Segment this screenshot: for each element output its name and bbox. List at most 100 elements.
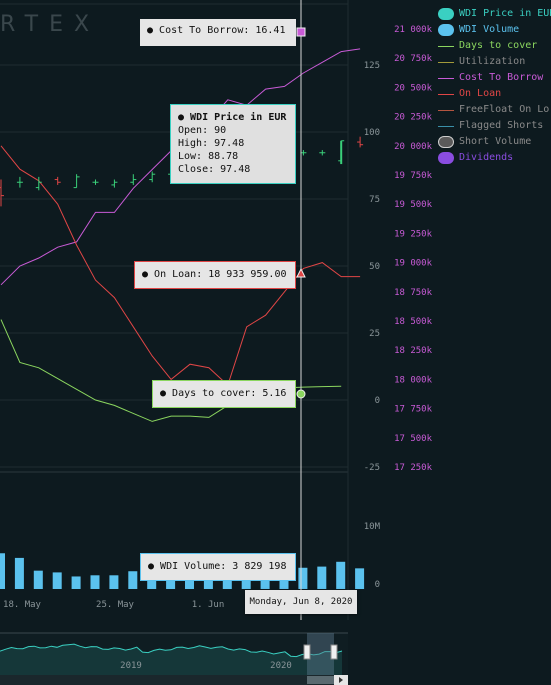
legend-item-flagged-shorts[interactable]: Flagged Shorts (438, 118, 551, 134)
navigator-window (307, 633, 334, 675)
volume-axis-tick-label: 0 (375, 580, 380, 590)
marker-days-to-cover (296, 389, 306, 399)
tooltip-cost-to-borrow-text: Cost To Borrow: 16.41 (159, 25, 286, 36)
left-axis-tick-label: 100 (364, 128, 380, 138)
legend-item-wdi-price-in-eur[interactable]: WDI Price in EUR (438, 6, 551, 22)
tooltip-on-loan: ● On Loan: 18 933 959.00 (134, 261, 296, 289)
legend-swatch-icon (438, 110, 454, 111)
x-axis-tick-label: 1. Jun (192, 600, 225, 610)
marker-cost-to-borrow (296, 27, 306, 37)
tooltip-bullet-icon: ● (178, 112, 191, 123)
volume-bar (298, 567, 308, 589)
marker-on-loan (296, 267, 306, 278)
legend-swatch-icon (438, 46, 454, 47)
left-axis-tick-label: 0 (375, 396, 380, 406)
tooltip-date: Monday, Jun 8, 2020 (245, 590, 357, 614)
volume-bar (71, 576, 81, 589)
right-axis-tick-label: 19 250k (394, 229, 433, 239)
legend-swatch-icon (438, 24, 454, 36)
tooltip-days-to-cover: ● Days to cover: 5.16 (152, 380, 296, 408)
right-axis-tick-label: 17 500k (394, 434, 433, 444)
right-axis-tick-label: 18 250k (394, 346, 433, 356)
legend-item-freefloat-on-lo[interactable]: FreeFloat On Lo (438, 102, 551, 118)
legend-label: Days to cover (459, 40, 538, 51)
navigator-area (0, 644, 342, 675)
legend: WDI Price in EUR WDI Volume Days to cover U… (438, 6, 551, 166)
right-axis-tick-label: 20 750k (394, 54, 433, 64)
right-axis-tick-label: 18 500k (394, 317, 433, 327)
legend-label: Utilization (459, 56, 526, 67)
legend-swatch-icon (438, 126, 454, 127)
legend-item-dividends[interactable]: Dividends (438, 150, 551, 166)
navigator-background (0, 633, 348, 675)
scrollbar-arrow-glyph-icon (339, 677, 343, 683)
scrollbar-thumb (307, 676, 334, 684)
right-axis-tick-label: 20 000k (394, 142, 433, 152)
legend-item-short-volume[interactable]: Short Volume (438, 134, 551, 150)
volume-bar (14, 557, 24, 589)
legend-label: Flagged Shorts (459, 120, 544, 131)
x-axis-tick-label: 25. May (96, 600, 135, 610)
navigator-line (0, 643, 343, 658)
volume-bar (128, 571, 138, 589)
right-axis-tick-label: 20 500k (394, 83, 433, 93)
legend-label: FreeFloat On Lo (459, 104, 550, 115)
legend-swatch-icon (438, 94, 454, 95)
volume-bar (336, 561, 346, 589)
tooltip-volume: ● WDI Volume: 3 829 198 (140, 553, 296, 581)
legend-label: WDI Volume (459, 24, 520, 35)
tooltip-days-to-cover-text: Days to cover: 5.16 (172, 388, 287, 399)
x-axis-tick-label: 18. May (3, 600, 42, 610)
left-axis-tick-label: 50 (369, 262, 380, 272)
navigator-tick-label: 2019 (120, 661, 142, 671)
volume-bar (90, 575, 100, 589)
right-axis-tick-label: 17 750k (394, 405, 433, 415)
legend-swatch-icon (438, 78, 454, 79)
tooltip-bullet-icon: ● (160, 388, 173, 399)
tooltip-price-high: High: 97.48 (178, 138, 245, 149)
right-axis-tick-label: 20 250k (394, 113, 433, 123)
volume-bar (317, 566, 327, 589)
navigator-tick-label: 2020 (270, 661, 292, 671)
left-axis-tick-label: 75 (369, 195, 380, 205)
right-axis-tick-label: 17 250k (394, 463, 433, 473)
volume-bar (52, 572, 62, 589)
volume-axis-tick-label: 10M (364, 522, 381, 532)
legend-item-cost-to-borrow[interactable]: Cost To Borrow (438, 70, 551, 86)
legend-swatch-icon (438, 136, 454, 148)
right-axis-tick-label: 19 500k (394, 200, 433, 210)
right-axis-tick-label: 21 000k (394, 25, 433, 35)
navigator-handle-right-icon (330, 644, 338, 660)
tooltip-price: ● WDI Price in EUR Open: 90 High: 97.48 … (170, 104, 296, 184)
legend-label: Short Volume (459, 136, 532, 147)
right-axis-tick-label: 18 000k (394, 375, 433, 385)
legend-item-on-loan[interactable]: On Loan (438, 86, 551, 102)
volume-bar (33, 570, 43, 589)
right-axis-tick-label: 19 000k (394, 259, 433, 269)
legend-item-utilization[interactable]: Utilization (438, 54, 551, 70)
legend-item-days-to-cover[interactable]: Days to cover (438, 38, 551, 54)
left-axis-tick-label: 125 (364, 61, 380, 71)
right-axis-tick-label: 18 750k (394, 288, 433, 298)
legend-item-wdi-volume[interactable]: WDI Volume (438, 22, 551, 38)
legend-label: Dividends (459, 152, 514, 163)
legend-swatch-icon (438, 152, 454, 164)
tooltip-on-loan-text: On Loan: 18 933 959.00 (154, 269, 287, 280)
tooltip-bullet-icon: ● (147, 25, 160, 36)
volume-bar (0, 553, 5, 589)
legend-label: On Loan (459, 88, 502, 99)
tooltip-volume-text: WDI Volume: 3 829 198 (160, 561, 287, 572)
left-axis-tick-label: -25 (364, 463, 380, 473)
tooltip-price-low: Low: 88.78 (178, 151, 239, 162)
tooltip-price-open: Open: 90 (178, 125, 227, 136)
legend-swatch-icon (438, 8, 454, 20)
tooltip-price-title: WDI Price in EUR (190, 112, 287, 123)
navigator-handle-left-icon (303, 644, 311, 660)
left-axis-tick-label: 25 (369, 329, 380, 339)
tooltip-price-close: Close: 97.48 (178, 164, 251, 175)
volume-bar (355, 568, 365, 589)
right-axis-tick-label: 19 750k (394, 171, 433, 181)
watermark: RTEX (0, 12, 101, 37)
tooltip-bullet-icon: ● (148, 561, 161, 572)
